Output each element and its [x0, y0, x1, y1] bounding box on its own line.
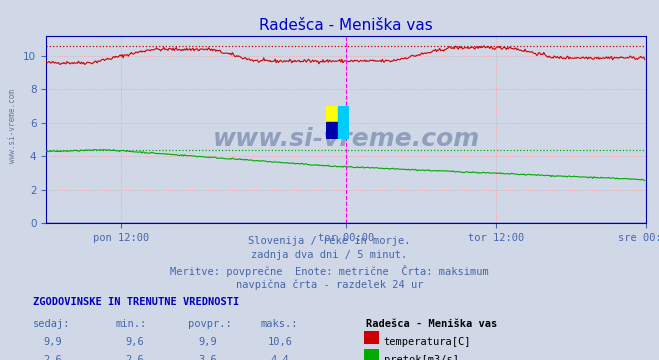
Title: Radešca - Meniška vas: Radešca - Meniška vas: [259, 18, 433, 33]
Bar: [326, 122, 338, 139]
Text: pretok[m3/s]: pretok[m3/s]: [384, 355, 459, 360]
Text: 9,9: 9,9: [43, 337, 62, 347]
Text: Radešca - Meniška vas: Radešca - Meniška vas: [366, 319, 497, 329]
Text: 4,4: 4,4: [271, 355, 289, 360]
Text: zadnja dva dni / 5 minut.: zadnja dva dni / 5 minut.: [251, 250, 408, 260]
Text: www.si-vreme.com: www.si-vreme.com: [8, 89, 17, 163]
Text: www.si-vreme.com: www.si-vreme.com: [212, 127, 480, 151]
Text: 10,6: 10,6: [268, 337, 293, 347]
Text: 3,6: 3,6: [198, 355, 217, 360]
Bar: [338, 122, 349, 139]
Bar: [338, 106, 349, 122]
Text: navpična črta - razdelek 24 ur: navpična črta - razdelek 24 ur: [236, 279, 423, 289]
Bar: [326, 106, 338, 122]
Text: Meritve: povprečne  Enote: metrične  Črta: maksimum: Meritve: povprečne Enote: metrične Črta:…: [170, 265, 489, 276]
Text: 2,6: 2,6: [43, 355, 62, 360]
Text: Slovenija / reke in morje.: Slovenija / reke in morje.: [248, 236, 411, 246]
Text: povpr.:: povpr.:: [188, 319, 231, 329]
Text: sedaj:: sedaj:: [33, 319, 71, 329]
Text: ZGODOVINSKE IN TRENUTNE VREDNOSTI: ZGODOVINSKE IN TRENUTNE VREDNOSTI: [33, 297, 239, 307]
Text: 9,6: 9,6: [126, 337, 144, 347]
Text: maks.:: maks.:: [260, 319, 298, 329]
Text: 2,6: 2,6: [126, 355, 144, 360]
Text: temperatura[C]: temperatura[C]: [384, 337, 471, 347]
Text: 9,9: 9,9: [198, 337, 217, 347]
Text: min.:: min.:: [115, 319, 146, 329]
